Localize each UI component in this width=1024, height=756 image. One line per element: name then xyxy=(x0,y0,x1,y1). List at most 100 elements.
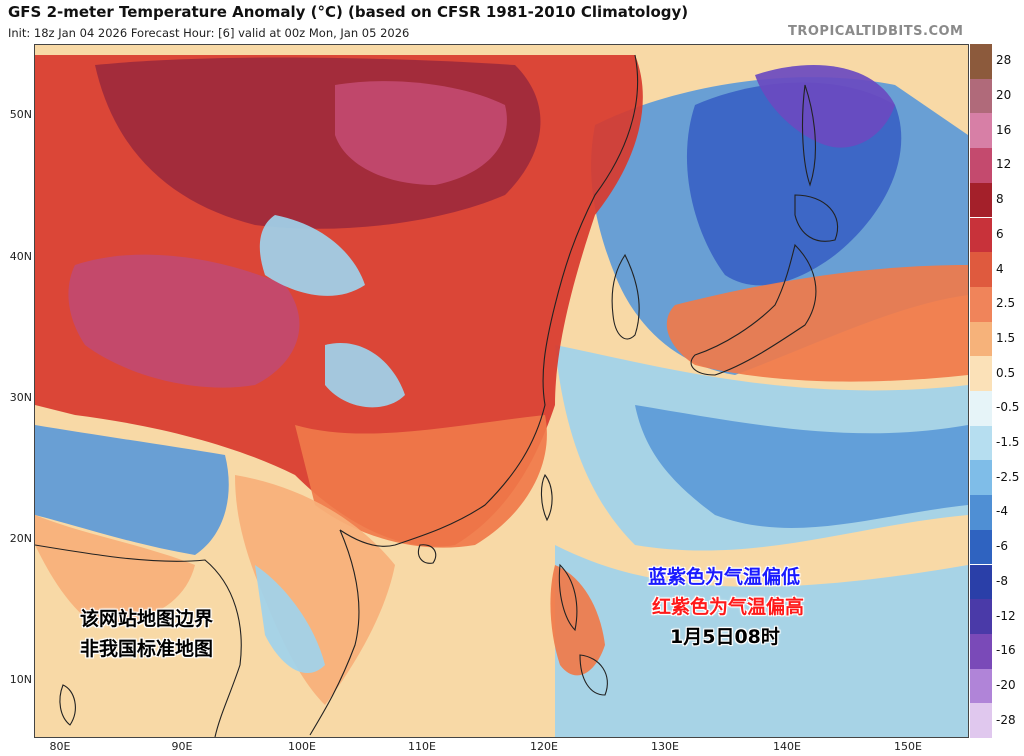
colorbar-cell: -1.5 xyxy=(970,425,1024,461)
colorbar-cell: -8 xyxy=(970,564,1024,600)
colorbar-label: -12 xyxy=(996,608,1016,623)
colorbar-swatch xyxy=(970,391,992,426)
colorbar-label: 4 xyxy=(996,261,1004,276)
anomaly-region-cool-sichuan xyxy=(325,343,405,408)
colorbar-swatch xyxy=(970,78,992,114)
coastline-luzon xyxy=(558,563,578,632)
anomaly-region-mild-south-china xyxy=(295,415,547,548)
lon-label-120e: 120E xyxy=(530,740,558,753)
colorbar-label: -28 xyxy=(996,712,1016,727)
coastline-hainan xyxy=(417,544,437,564)
anomaly-region-cold-india xyxy=(35,425,229,555)
coastline-hokkaido xyxy=(794,194,839,242)
anomaly-region-cool-indochina xyxy=(255,565,325,674)
coastline-bay-of-bengal xyxy=(35,544,242,737)
colorbar-cell: 12 xyxy=(970,148,1024,183)
lon-label-140e: 140E xyxy=(773,740,801,753)
colorbar-swatch xyxy=(970,321,992,357)
colorbar-swatch xyxy=(970,356,992,391)
coastline-japan xyxy=(690,243,817,376)
colorbar-cell: 6 xyxy=(970,217,1024,253)
anomaly-map-svg xyxy=(35,45,968,737)
legend-note-warm: 红紫色为气温偏高 xyxy=(652,596,805,618)
colorbar-label: -20 xyxy=(996,677,1016,692)
colorbar-cell: -16 xyxy=(970,633,1024,669)
colorbar-swatch xyxy=(970,148,992,183)
anomaly-region-cool-china xyxy=(259,215,365,296)
valid-time-label: 1月5日08时 xyxy=(670,626,780,648)
colorbar-swatch xyxy=(970,564,992,600)
colorbar-cell: 16 xyxy=(970,113,1024,149)
lon-label-150e: 150E xyxy=(894,740,922,753)
chart-title: GFS 2-meter Temperature Anomaly (°C) (ba… xyxy=(8,3,689,21)
colorbar-label: -16 xyxy=(996,643,1016,658)
colorbar-swatch xyxy=(970,44,992,79)
colorbar-cell: -0.5 xyxy=(970,391,1024,426)
colorbar-swatch xyxy=(970,460,992,496)
anomaly-region-hotmag-mongolia xyxy=(335,81,507,185)
anomaly-region-warm-japan xyxy=(666,265,968,382)
coastline-mindanao xyxy=(579,654,608,696)
colorbar-swatch xyxy=(970,217,992,253)
colorbar-label: -8 xyxy=(996,573,1008,588)
colorbar-swatch xyxy=(970,113,992,149)
colorbar-cell: 2.5 xyxy=(970,286,1024,322)
anomaly-region-purple-northeast xyxy=(755,65,895,148)
colorbar-swatch xyxy=(970,182,992,218)
lon-label-130e: 130E xyxy=(651,740,679,753)
colorbar-swatch xyxy=(970,633,992,669)
colorbar-label: -0.5 xyxy=(996,400,1020,415)
lat-label-40n: 40N xyxy=(9,250,32,263)
colorbar-cell: -4 xyxy=(970,495,1024,530)
colorbar-label: -4 xyxy=(996,504,1008,519)
colorbar-label: 20 xyxy=(996,88,1012,103)
brand-watermark: TROPICALTIDBITS.COM xyxy=(788,24,964,39)
colorbar-cell: 8 xyxy=(970,182,1024,218)
lon-label-80e: 80E xyxy=(49,740,71,753)
legend-note-cold: 蓝紫色为气温偏低 xyxy=(648,566,801,588)
colorbar-swatch xyxy=(970,495,992,530)
anomaly-region-mild-india xyxy=(35,515,195,625)
coastline-china xyxy=(339,54,639,547)
colorbar-label: 0.5 xyxy=(996,365,1016,380)
colorbar-cell: -2.5 xyxy=(970,460,1024,496)
map-boundary-disclaimer-line2: 非我国标准地图 xyxy=(80,638,214,660)
colorbar-cell: -20 xyxy=(970,668,1024,704)
lat-label-10n: 10N xyxy=(9,673,32,686)
colorbar-label: -6 xyxy=(996,539,1008,554)
colorbar-label: 12 xyxy=(996,157,1012,172)
colorbar-swatch xyxy=(970,286,992,322)
colorbar-cell: 0.5 xyxy=(970,356,1024,391)
colorbar-swatch xyxy=(970,668,992,704)
colorbar-swatch xyxy=(970,529,992,565)
lat-label-20n: 20N xyxy=(9,532,32,545)
colorbar-label: 16 xyxy=(996,122,1012,137)
anomaly-region-hotmag-tibet xyxy=(68,254,300,388)
colorbar-swatch xyxy=(970,252,992,287)
anomaly-region-cool-south xyxy=(555,545,968,737)
coastline-taiwan xyxy=(540,473,553,522)
colorbar-cell: 1.5 xyxy=(970,321,1024,357)
lon-label-90e: 90E xyxy=(171,740,193,753)
colorbar-cell: 28 xyxy=(970,44,1024,79)
colorbar-label: 28 xyxy=(996,53,1012,68)
coastline-sakhalin xyxy=(801,84,816,187)
lon-label-100e: 100E xyxy=(288,740,316,753)
colorbar-swatch xyxy=(970,703,992,738)
colorbar-cell: -28 xyxy=(970,703,1024,738)
colorbar-label: -2.5 xyxy=(996,469,1020,484)
colorbar-cell: 20 xyxy=(970,78,1024,114)
anomaly-region-mild-indochina xyxy=(235,475,395,705)
coastline-indochina xyxy=(309,529,360,736)
colorbar: 28 20 16 12 8 6 4 2.5 1.5 0.5 -0.5 -1.5 -2.5 -4 -6 -8 -1… xyxy=(970,44,1024,738)
lat-label-30n: 30N xyxy=(9,391,32,404)
colorbar-swatch xyxy=(970,599,992,634)
colorbar-cell: -6 xyxy=(970,529,1024,565)
colorbar-label: 6 xyxy=(996,226,1004,241)
colorbar-cell: 4 xyxy=(970,252,1024,287)
colorbar-label: 1.5 xyxy=(996,330,1016,345)
lon-label-110e: 110E xyxy=(408,740,436,753)
colorbar-label: 2.5 xyxy=(996,296,1016,311)
anomaly-region-cold-pacific xyxy=(635,405,968,528)
lat-label-50n: 50N xyxy=(9,108,32,121)
